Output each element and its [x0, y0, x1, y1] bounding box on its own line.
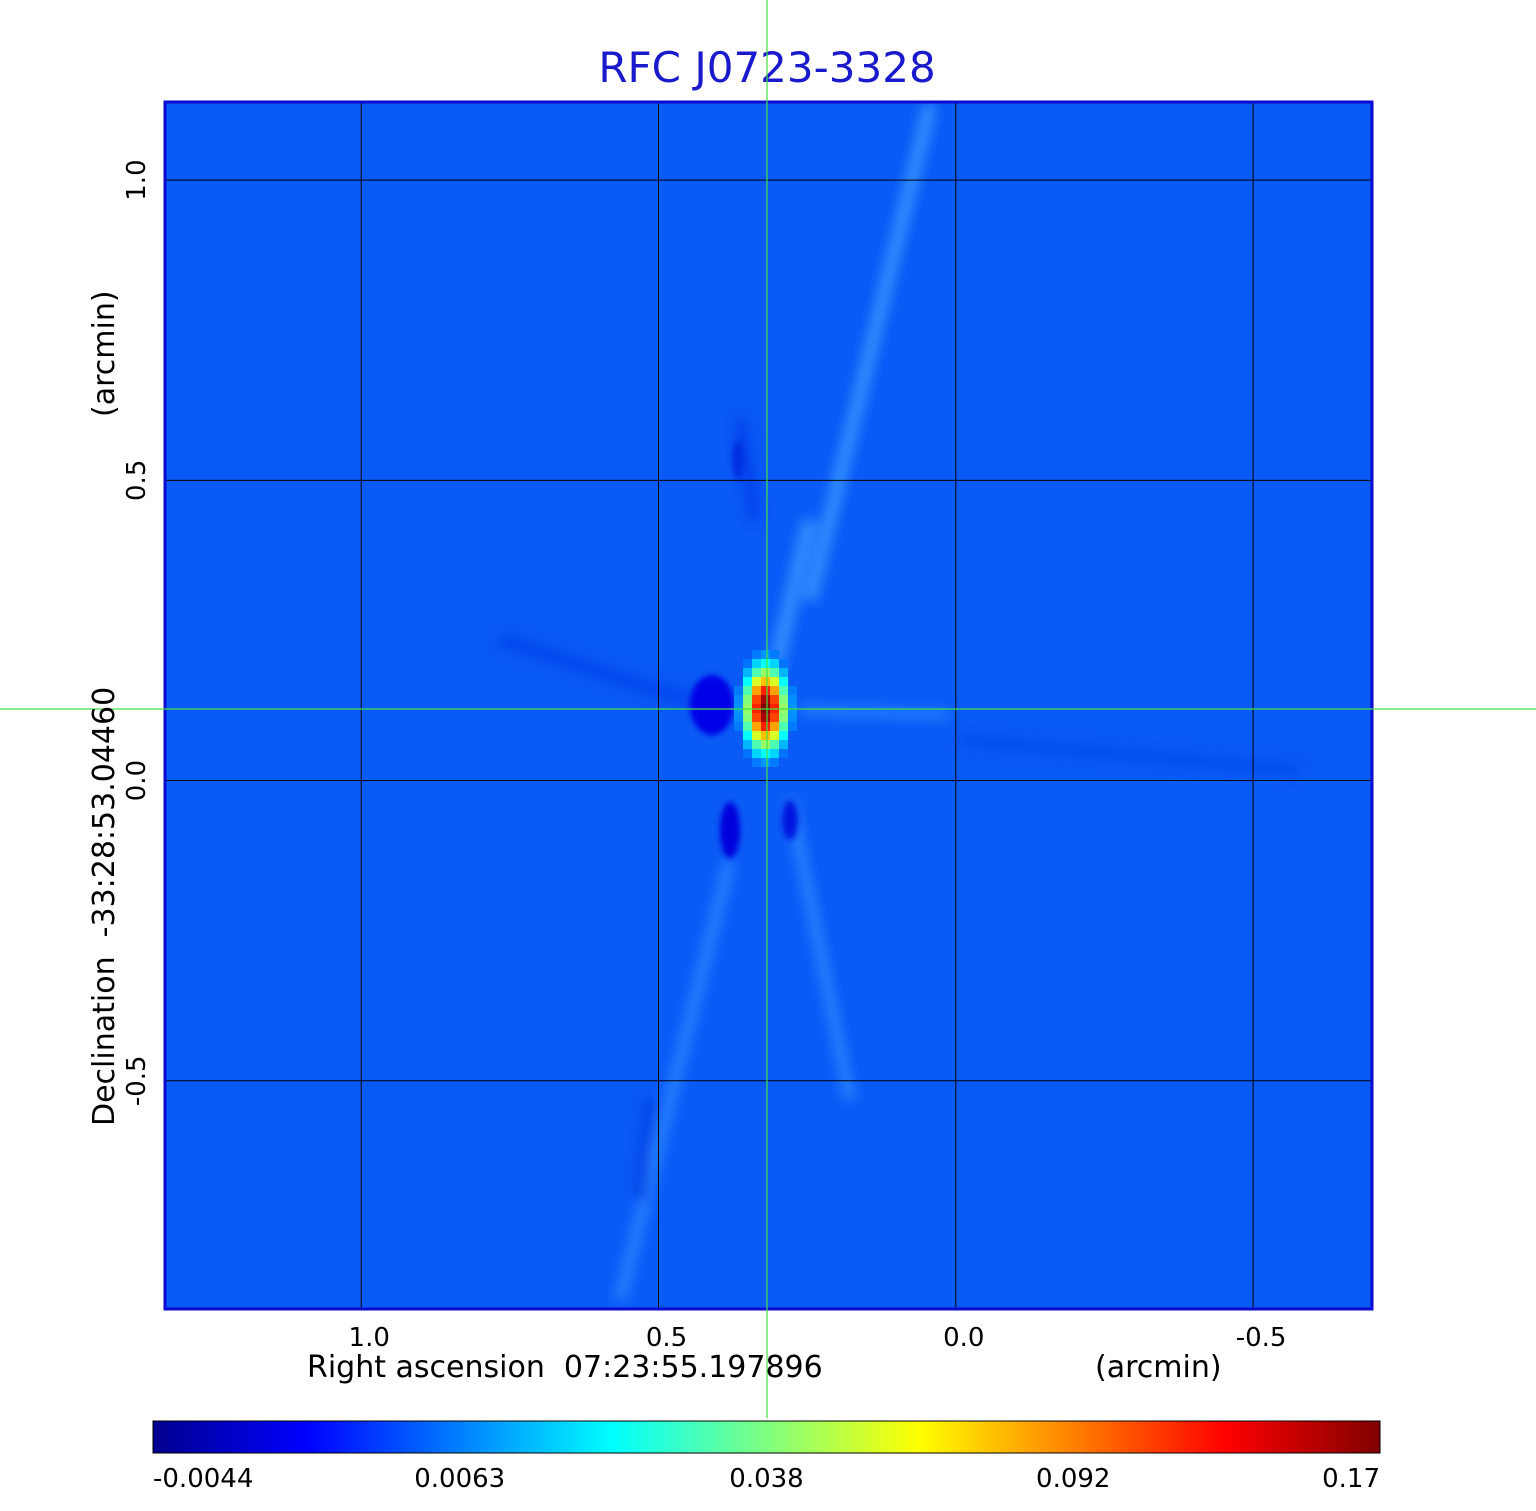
peak-pixel: [743, 740, 753, 750]
peak-pixel: [752, 749, 762, 759]
x-axis-label: Right ascension 07:23:55.197896: [307, 1350, 823, 1385]
peak-pixel: [734, 695, 744, 705]
peak-pixel: [752, 650, 762, 660]
peak-pixel: [761, 740, 771, 750]
y-axis-ticks: 1.0 0.5 0.0 -0.5: [122, 159, 152, 1106]
y-tick-label: 0.0: [122, 760, 152, 801]
peak-pixel: [743, 659, 753, 669]
peak-pixel: [743, 722, 753, 732]
peak-pixel: [752, 758, 762, 768]
peak-pixel: [770, 749, 780, 759]
peak-pixel: [761, 668, 771, 678]
x-axis-unit: (arcmin): [1095, 1350, 1222, 1385]
peak-pixel: [770, 713, 780, 723]
peak-pixel: [752, 659, 762, 669]
peak-pixel: [761, 722, 771, 732]
peak-pixel: [734, 713, 744, 723]
peak-pixel: [743, 695, 753, 705]
peak-pixel: [761, 686, 771, 696]
peak-pixel: [788, 722, 798, 732]
peak-pixel: [752, 713, 762, 723]
peak-pixel: [752, 677, 762, 687]
peak-pixel: [770, 668, 780, 678]
grid: [165, 102, 1372, 1309]
x-tick-label: -0.5: [1236, 1323, 1287, 1353]
x-tick-label: 0.5: [646, 1323, 687, 1353]
peak-pixel: [752, 695, 762, 705]
peak-pixel: [761, 713, 771, 723]
peak-pixel: [770, 677, 780, 687]
peak-pixel: [752, 731, 762, 741]
peak-pixel: [770, 722, 780, 732]
x-tick-label: 0.0: [943, 1323, 984, 1353]
peak-pixel: [770, 740, 780, 750]
y-tick-label: -0.5: [122, 1055, 152, 1106]
colorbar-tick-label: 0.17: [1322, 1464, 1380, 1494]
colorbar-ticks: -0.0044 0.0063 0.038 0.092 0.17: [153, 1464, 1380, 1494]
peak-pixel: [734, 686, 744, 696]
peak-pixel: [743, 677, 753, 687]
peak-pixel: [779, 659, 789, 669]
peak-pixel: [788, 686, 798, 696]
peak-pixel: [779, 731, 789, 741]
colorbar: [152, 1420, 1381, 1454]
sidelobe-structure: [497, 103, 1301, 1302]
peak-pixel: [770, 695, 780, 705]
peak-source: [734, 650, 798, 768]
peak-pixel: [788, 713, 798, 723]
y-tick-label: 0.5: [122, 460, 152, 501]
peak-pixel: [779, 722, 789, 732]
peak-pixel: [770, 686, 780, 696]
peak-pixel: [770, 758, 780, 768]
peak-pixel: [743, 731, 753, 741]
colorbar-tick-label: 0.0063: [414, 1464, 505, 1494]
peak-pixel: [752, 686, 762, 696]
peak-pixel: [779, 695, 789, 705]
peak-pixel: [779, 713, 789, 723]
peak-pixel: [761, 731, 771, 741]
plot-frame: [163, 100, 1374, 1311]
peak-pixel: [743, 713, 753, 723]
peak-pixel: [761, 695, 771, 705]
peak-pixel: [752, 740, 762, 750]
peak-pixel: [779, 677, 789, 687]
peak-pixel: [734, 722, 744, 732]
x-tick-label: 1.0: [349, 1323, 390, 1353]
colorbar-tick-label: 0.038: [729, 1464, 803, 1494]
colorbar-tick-label: -0.0044: [153, 1464, 253, 1494]
peak-pixel: [761, 659, 771, 669]
peak-pixel: [743, 749, 753, 759]
y-axis-unit: (arcmin): [87, 290, 122, 417]
peak-pixel: [770, 731, 780, 741]
y-tick-label: 1.0: [122, 159, 152, 200]
peak-pixel: [779, 668, 789, 678]
peak-pixel: [788, 695, 798, 705]
y-axis-label: Declination -33:28:53.04460: [87, 687, 122, 1126]
peak-pixel: [752, 668, 762, 678]
peak-pixel: [779, 749, 789, 759]
peak-pixel: [770, 650, 780, 660]
colorbar-tick-label: 0.092: [1036, 1464, 1110, 1494]
peak-pixel: [761, 650, 771, 660]
peak-pixel: [770, 659, 780, 669]
peak-pixel: [743, 668, 753, 678]
peak-pixel: [761, 749, 771, 759]
peak-pixel: [761, 677, 771, 687]
peak-pixel: [779, 686, 789, 696]
negative-lobes: [690, 440, 798, 858]
x-axis-ticks: 1.0 0.5 0.0 -0.5: [349, 1323, 1287, 1353]
peak-pixel: [761, 758, 771, 768]
peak-pixel: [752, 722, 762, 732]
peak-pixel: [743, 686, 753, 696]
peak-pixel: [779, 740, 789, 750]
